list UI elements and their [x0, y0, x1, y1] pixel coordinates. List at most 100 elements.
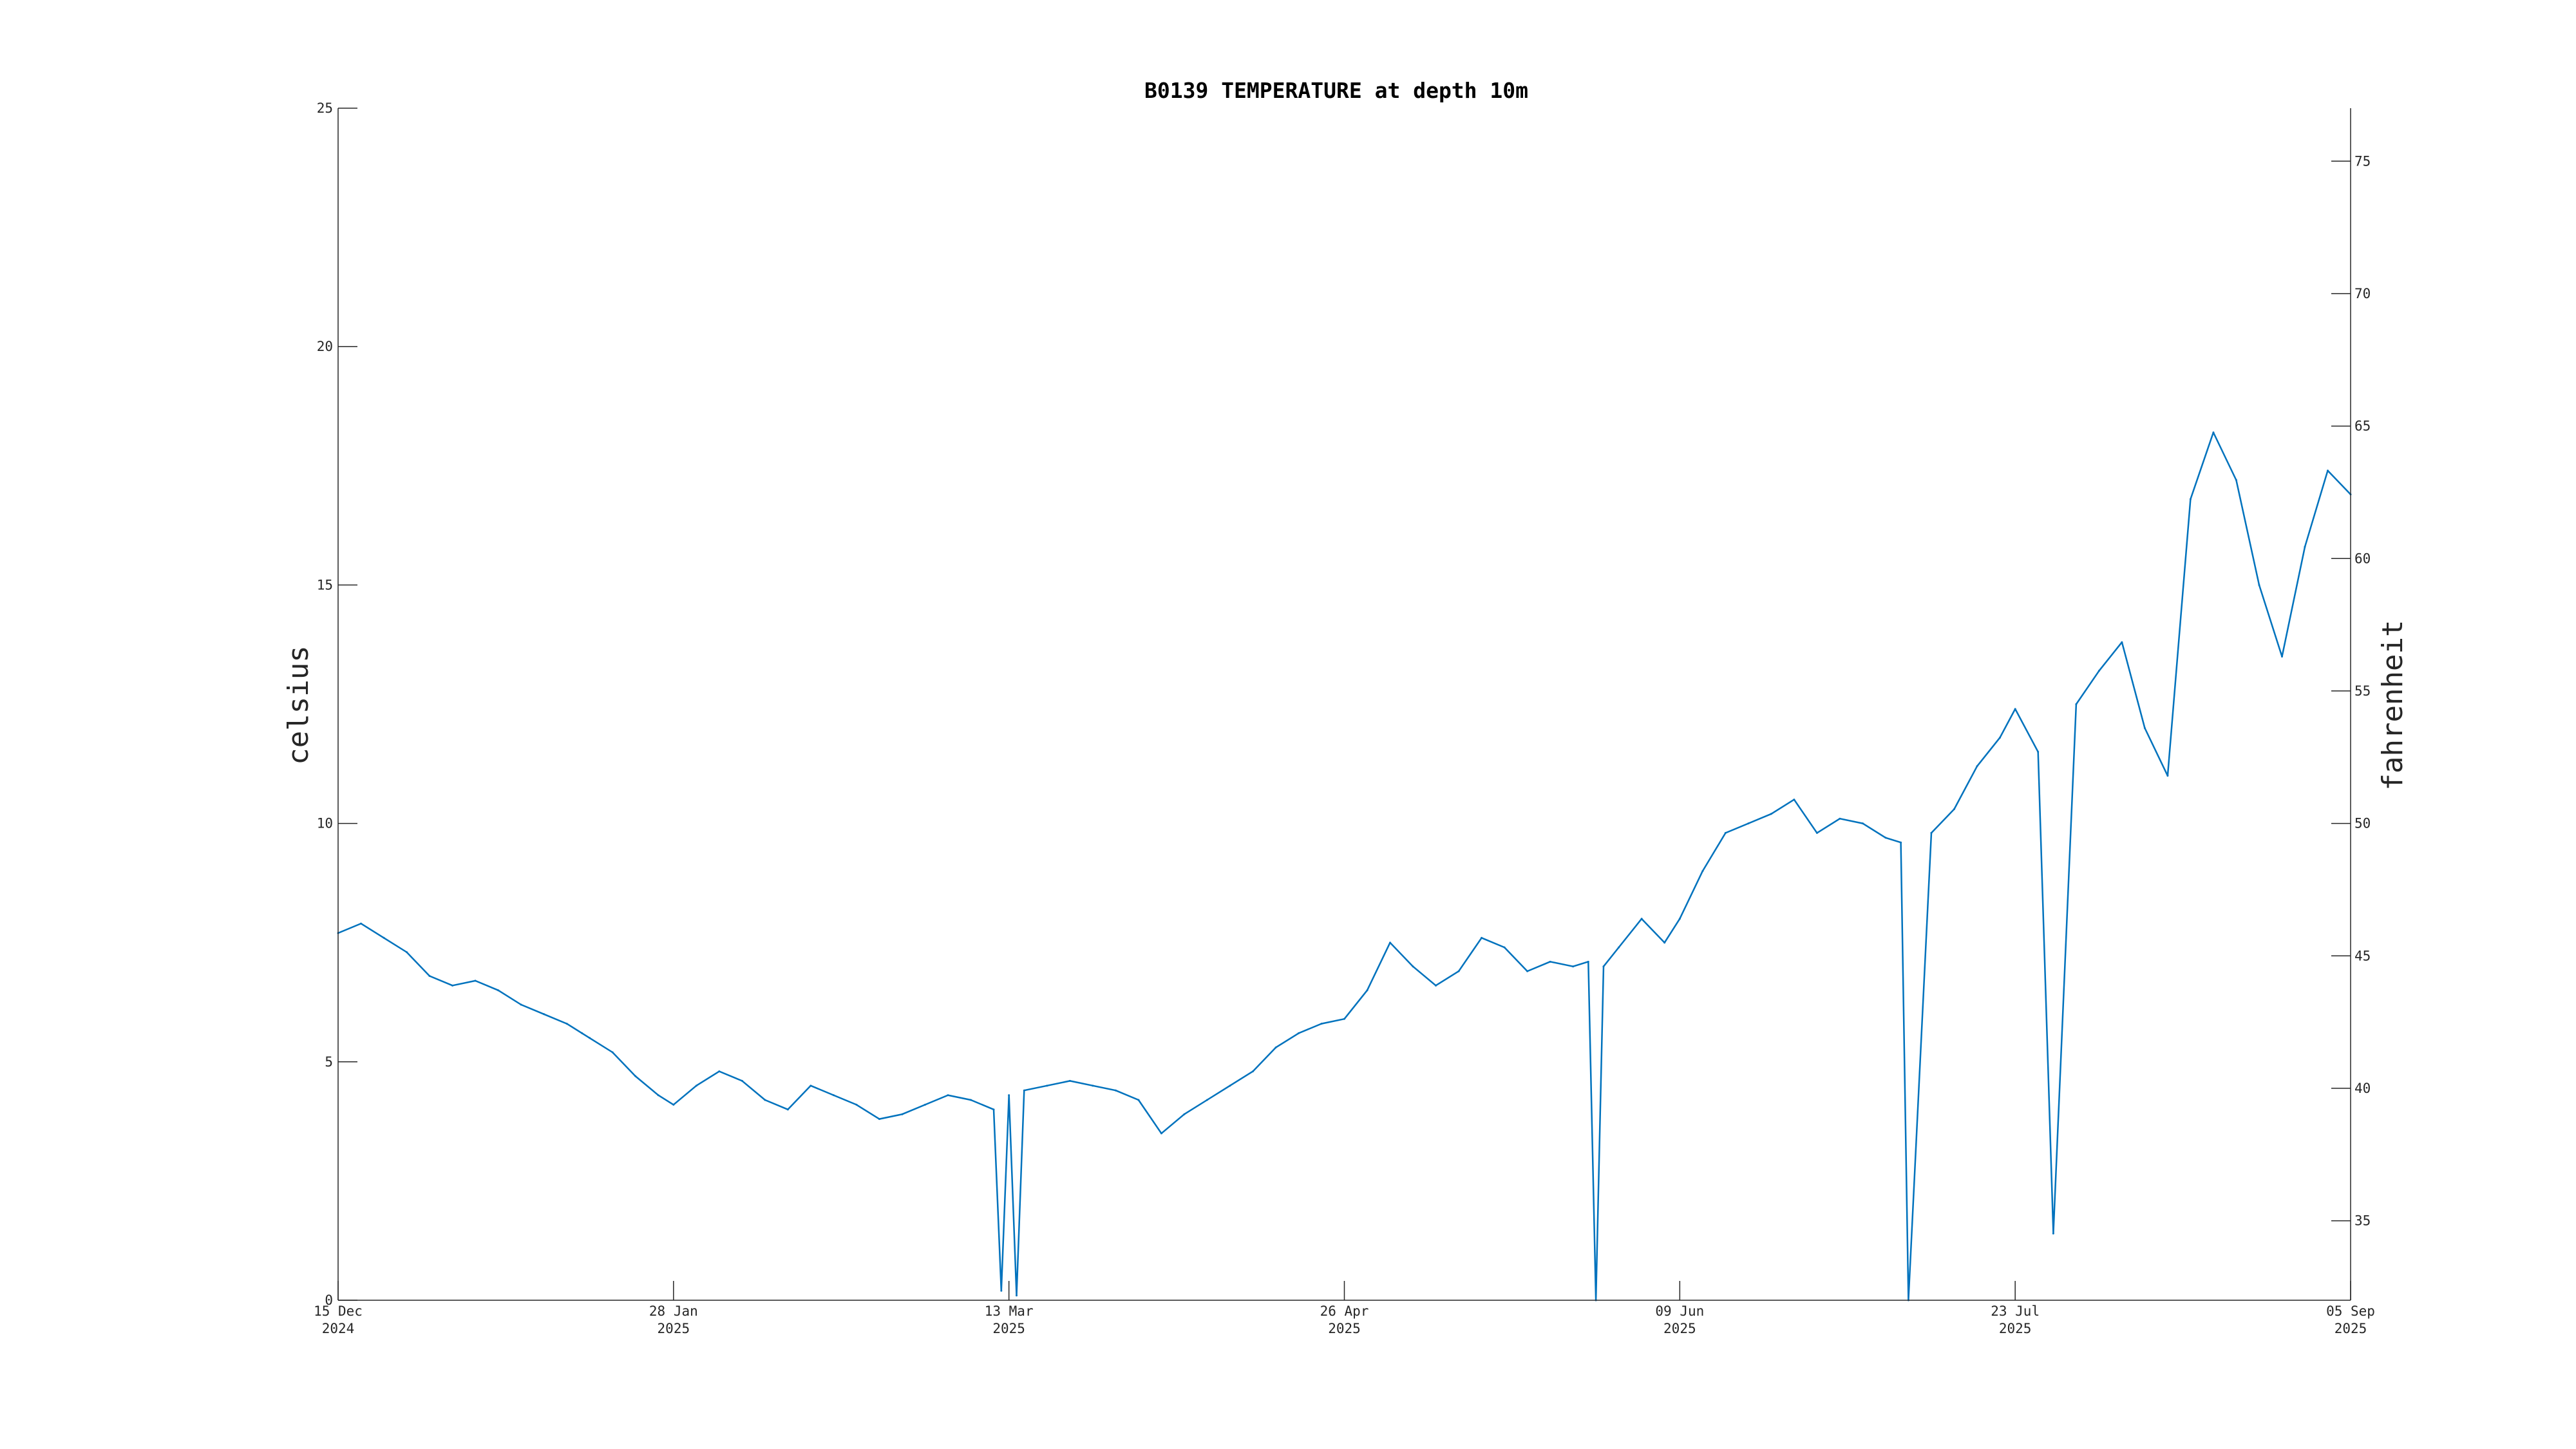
- data-point: [1549, 960, 1551, 963]
- data-point: [1587, 960, 1589, 963]
- data-point: [764, 1099, 766, 1101]
- left-y-tick-label: 5: [325, 1054, 333, 1070]
- right-y-tick-label: 45: [2354, 948, 2371, 963]
- data-point: [2212, 431, 2215, 433]
- data-point: [1976, 765, 1978, 768]
- axes: [337, 108, 2351, 1301]
- data-point: [1366, 989, 1368, 992]
- data-point: [923, 1103, 926, 1106]
- data-point: [1678, 918, 1681, 920]
- temperature-series-line: [337, 431, 2351, 1302]
- data-point: [947, 1094, 949, 1097]
- right-y-tick-label: 70: [2354, 286, 2371, 301]
- x-tick-label: 26 Apr 2025: [1320, 1303, 1369, 1336]
- data-point: [406, 951, 408, 954]
- data-point: [2052, 1232, 2054, 1235]
- x-tick-label: 09 Jun 2025: [1655, 1303, 1704, 1336]
- data-point: [2189, 498, 2192, 500]
- data-point: [1900, 841, 1902, 844]
- data-point: [611, 1051, 614, 1054]
- data-point: [1815, 831, 1818, 834]
- data-point: [1092, 1084, 1094, 1087]
- right-y-axis-label: fahrenheit: [2376, 620, 2409, 791]
- data-point: [1274, 1046, 1277, 1049]
- x-tick-label: 23 Jul 2025: [1991, 1303, 2040, 1336]
- data-point: [1343, 1018, 1345, 1020]
- data-point: [1023, 1089, 1025, 1092]
- left-y-tick-label: 10: [317, 816, 333, 831]
- data-point: [1701, 870, 1704, 873]
- x-tick-year: 2025: [2334, 1321, 2367, 1336]
- data-point: [992, 1108, 995, 1111]
- left-y-tick-label: 20: [317, 339, 333, 354]
- data-point: [1183, 1113, 1186, 1115]
- data-point: [543, 1013, 545, 1016]
- data-point: [1602, 965, 1605, 968]
- data-point: [2121, 641, 2123, 643]
- x-tick-label: 15 Dec 2024: [314, 1303, 363, 1336]
- x-tick-day: 23 Jul: [1991, 1303, 2040, 1319]
- data-point: [1206, 1099, 1208, 1101]
- data-point: [1861, 822, 1864, 825]
- x-tick-day: 28 Jan: [649, 1303, 698, 1319]
- data-point: [855, 1103, 858, 1106]
- data-point: [718, 1070, 721, 1073]
- data-point: [634, 1075, 637, 1077]
- data-point: [832, 1094, 835, 1097]
- data-point: [741, 1079, 743, 1082]
- data-point: [1008, 1094, 1010, 1097]
- x-tick-year: 2025: [992, 1321, 1025, 1336]
- data-point: [1160, 1132, 1162, 1135]
- data-point: [1526, 970, 1529, 972]
- data-point: [810, 1084, 812, 1087]
- data-point: [1251, 1070, 1254, 1073]
- x-tick-year: 2024: [322, 1321, 355, 1336]
- x-tick-day: 15 Dec: [314, 1303, 363, 1319]
- data-point: [2326, 469, 2329, 472]
- data-point: [672, 1103, 675, 1106]
- x-tick-year: 2025: [1663, 1321, 1696, 1336]
- x-tick-label: 05 Sep 2025: [2326, 1303, 2375, 1336]
- right-y-tick-label: 65: [2354, 419, 2371, 434]
- x-tick-year: 2025: [1999, 1321, 2032, 1336]
- data-point: [360, 922, 363, 925]
- data-point: [589, 1037, 591, 1039]
- data-point: [2143, 727, 2146, 730]
- data-point: [2075, 703, 2078, 705]
- data-point: [1793, 799, 1795, 801]
- right-y-tick-label: 35: [2354, 1213, 2371, 1229]
- data-point: [2280, 655, 2283, 658]
- data-point: [1229, 1084, 1231, 1087]
- data-point: [2258, 583, 2260, 586]
- data-point: [1953, 808, 1955, 810]
- data-point: [1572, 965, 1575, 968]
- data-point: [1114, 1089, 1117, 1092]
- data-point: [1770, 813, 1772, 815]
- x-tick-day: 26 Apr: [1320, 1303, 1369, 1319]
- data-point: [1884, 837, 1887, 839]
- data-point: [1412, 965, 1414, 968]
- data-point: [969, 1099, 972, 1101]
- left-y-tick-label: 25: [317, 100, 333, 116]
- data-point: [428, 975, 431, 978]
- data-point: [1137, 1099, 1140, 1101]
- left-y-tick-label: 15: [317, 577, 333, 592]
- data-point: [2304, 545, 2306, 548]
- left-y-tick-label: 0: [325, 1293, 333, 1308]
- x-tick-year: 2025: [1328, 1321, 1361, 1336]
- data-point: [2037, 751, 2040, 753]
- data-point: [878, 1118, 880, 1121]
- data-point: [565, 1023, 568, 1025]
- data-point: [2014, 708, 2016, 710]
- data-point: [2098, 670, 2100, 672]
- x-tick-day: 13 Mar: [985, 1303, 1034, 1319]
- x-axis-ticks: 15 Dec 2024 28 Jan 2025 13 Mar 2025 26 Apr 2025…: [314, 1281, 2375, 1336]
- left-y-axis-ticks: 0 5 10 15 20 25: [317, 100, 357, 1308]
- data-point: [695, 1084, 697, 1087]
- right-y-tick-label: 40: [2354, 1081, 2371, 1096]
- x-tick-day: 09 Jun: [1655, 1303, 1704, 1319]
- data-point: [1481, 936, 1483, 939]
- x-tick-label: 28 Jan 2025: [649, 1303, 698, 1336]
- right-y-tick-label: 55: [2354, 683, 2371, 699]
